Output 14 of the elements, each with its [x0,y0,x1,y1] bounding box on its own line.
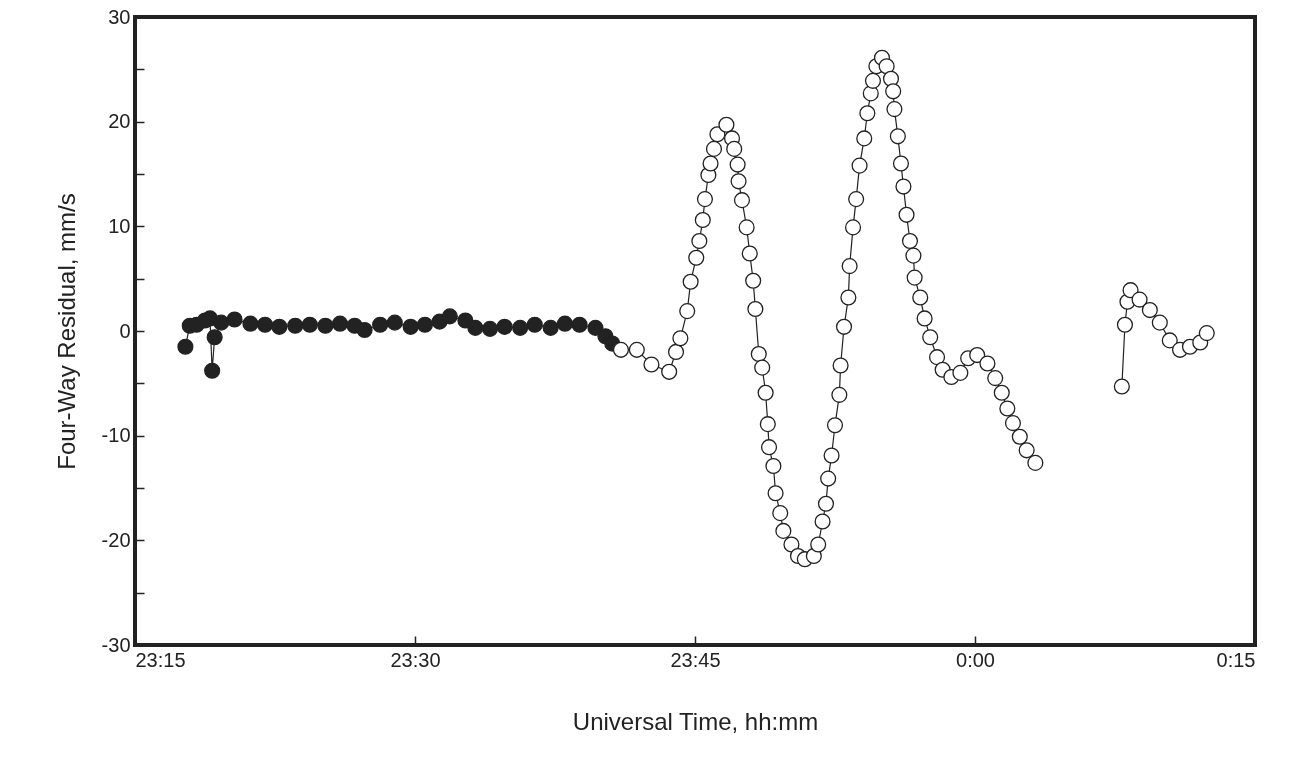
y-tick-label: -30 [101,633,131,656]
y-tick-label: -20 [101,528,131,551]
x-axis-title: Universal Time, hh:mm [572,707,819,735]
y-tick-label: 30 [108,5,131,28]
x-tick-label: 0:00 [956,648,995,671]
y-tick-label: 20 [108,110,131,133]
x-tick-label: 0:15 [1216,648,1256,671]
y-tick-label: -10 [101,424,131,447]
y-tick-label: 10 [108,214,131,237]
x-tick-label: 23:30 [390,648,441,671]
x-tick-label: 23:45 [670,648,721,671]
x-tick-label: 23:15 [135,648,186,671]
y-axis-title: Four-Way Residual, mm/s [52,193,80,470]
y-tick-label: 0 [119,319,131,342]
